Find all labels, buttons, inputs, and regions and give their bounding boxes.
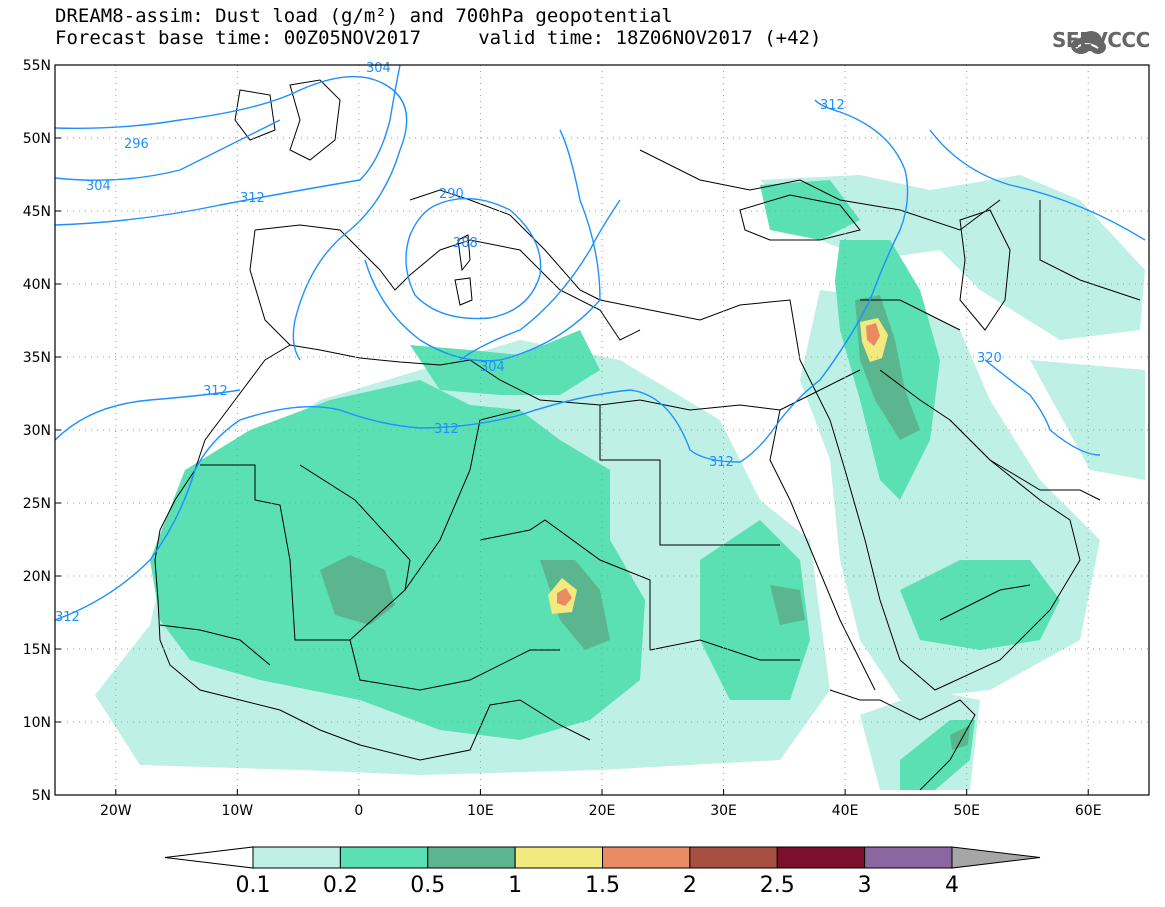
colorbar-box (427, 846, 516, 869)
logo-text: SEEVCCC (1052, 28, 1150, 52)
contour-label: 312 (55, 610, 80, 625)
lat-tick-label: 5N (32, 788, 51, 804)
lat-tick-label: 45N (23, 204, 51, 220)
lat-tick-label: 55N (23, 58, 51, 74)
lat-tick-label: 50N (23, 131, 51, 147)
contour-label: 312 (434, 422, 459, 437)
lat-tick-label: 30N (23, 423, 51, 439)
lon-tick-label: 20W (100, 803, 132, 819)
colorbar (164, 846, 1041, 869)
colorbar-box (689, 846, 778, 869)
lon-tick-label: 20E (589, 803, 616, 819)
lon-tick-label: 0 (354, 803, 363, 819)
graticule (55, 65, 1149, 795)
colorbar-label: 2.5 (759, 873, 795, 898)
contour-label: 312 (203, 384, 228, 399)
contour-label: 312 (709, 455, 734, 470)
contour-label: 304 (366, 61, 391, 76)
forecast-times: Forecast base time: 00Z05NOV2017 valid t… (55, 27, 822, 49)
colorbar-label: 4 (945, 873, 959, 898)
contour-label: 320 (977, 351, 1002, 366)
colorbar-box (776, 846, 866, 869)
cloud-icon (1071, 31, 1106, 54)
dust-extreme-area (557, 323, 880, 606)
colorbar-label: 2 (682, 873, 697, 898)
colorbar-box (252, 846, 341, 869)
lat-tick-label: 20N (23, 569, 51, 585)
contour-label: 290 (439, 187, 464, 202)
colorbar-box (864, 846, 953, 869)
colorbar-label: 0.2 (322, 873, 358, 898)
lat-tick-label: 35N (23, 350, 51, 366)
colorbar-box (514, 846, 603, 869)
contour-label: 304 (480, 360, 505, 375)
lon-tick-label: 10E (467, 803, 494, 819)
colorbar-box (602, 846, 691, 869)
lat-tick-label: 25N (23, 496, 51, 512)
lon-tick-label: 10W (221, 803, 253, 819)
lon-tick-label: 60E (1075, 803, 1102, 819)
colorbar-label: 1 (508, 873, 523, 898)
colorbar-label: 0.1 (235, 873, 271, 898)
map-title: DREAM8-assim: Dust load (g/m²) and 700hP… (55, 5, 673, 27)
geopotential-contours (55, 65, 1146, 621)
lat-tick-label: 10N (23, 715, 51, 731)
contour-label: 288 (453, 236, 478, 251)
lon-tick-label: 30E (710, 803, 737, 819)
colorbar-low-extension (164, 846, 254, 869)
lat-tick-label: 40N (23, 277, 51, 293)
colorbar-label: 0.5 (410, 873, 446, 898)
colorbar-label: 1.5 (585, 873, 620, 898)
lon-tick-label: 40E (832, 803, 859, 819)
contour-label: 312 (820, 98, 845, 113)
colorbar-high-extension (951, 846, 1041, 869)
colorbar-box (339, 846, 429, 869)
contour-label: 304 (86, 179, 111, 194)
lon-tick-label: 50E (953, 803, 980, 819)
lat-tick-label: 15N (23, 642, 51, 658)
colorbar-label: 3 (857, 873, 872, 898)
contour-label: 312 (240, 191, 265, 206)
contour-label: 296 (124, 137, 149, 152)
